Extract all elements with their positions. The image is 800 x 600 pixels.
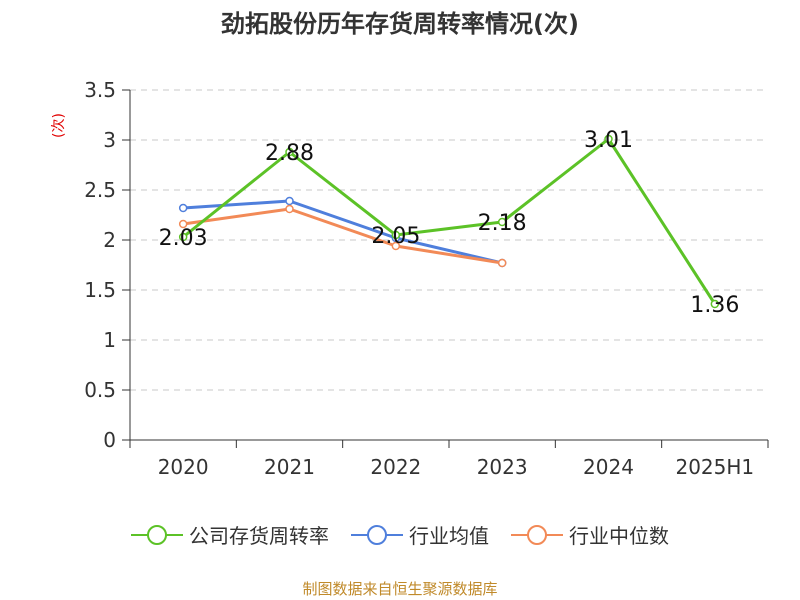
- data-point: [391, 230, 401, 240]
- y-tick-label: 0.5: [84, 378, 116, 402]
- data-point: [285, 147, 294, 157]
- data-label: 2.03: [159, 226, 208, 251]
- x-tick-label: 2021: [264, 455, 315, 479]
- x-tick-label: 2023: [477, 455, 528, 479]
- legend-swatch: [511, 524, 563, 545]
- data-point: [497, 258, 507, 268]
- data-point: [178, 232, 188, 242]
- data-point: [178, 203, 188, 213]
- legend-swatch: [351, 524, 403, 545]
- y-tick-label: 0: [103, 428, 116, 452]
- legend-item[interactable]: 公司存货周转率: [131, 520, 329, 549]
- x-tick-label: 2022: [370, 455, 421, 479]
- y-tick-label: 1.5: [84, 278, 116, 302]
- data-label: 3.01: [584, 128, 633, 153]
- data-point: [391, 241, 401, 251]
- legend-label: 公司存货周转率: [189, 524, 329, 548]
- y-tick-label: 3: [103, 128, 116, 152]
- y-tick-label: 2.5: [84, 178, 116, 202]
- chart-title: 劲拓股份历年存货周转率情况(次): [221, 10, 579, 38]
- data-point: [604, 134, 613, 144]
- data-point: [178, 219, 188, 229]
- data-point: [285, 196, 294, 206]
- legend-label: 行业中位数: [569, 524, 669, 548]
- y-tick-label: 3.5: [84, 78, 116, 102]
- legend-swatch: [131, 524, 183, 545]
- data-point: [285, 204, 294, 214]
- chart-legend: 公司存货周转率 行业均值 行业中位数: [0, 520, 800, 549]
- data-point: [710, 299, 720, 309]
- x-tick-label: 2024: [583, 455, 634, 479]
- y-tick-label: 1: [103, 328, 116, 352]
- x-tick-label: 2020: [158, 455, 209, 479]
- legend-item[interactable]: 行业中位数: [511, 520, 669, 549]
- legend-label: 行业均值: [409, 524, 489, 548]
- data-label: 1.36: [690, 293, 739, 318]
- legend-item[interactable]: 行业均值: [351, 520, 489, 549]
- data-point: [497, 217, 507, 227]
- data-label: 2.05: [371, 224, 420, 249]
- data-label: 2.88: [265, 141, 314, 166]
- series-line: [182, 137, 717, 305]
- data-label: 2.18: [478, 211, 527, 236]
- series-line: [182, 207, 503, 265]
- x-tick-label: 2025H1: [675, 455, 754, 479]
- source-note: 制图数据来自恒生聚源数据库: [302, 580, 498, 598]
- series-line: [183, 199, 503, 265]
- y-tick-label: 2: [103, 228, 116, 252]
